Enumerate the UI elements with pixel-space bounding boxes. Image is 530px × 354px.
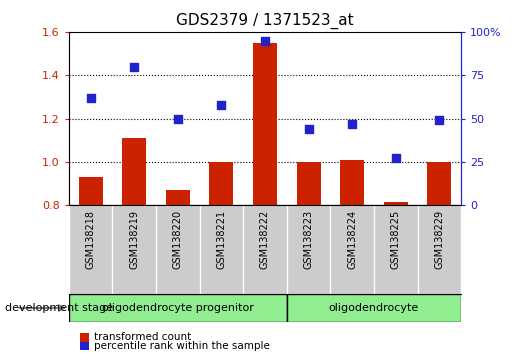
Bar (79, 177, 103, 205)
Point (217, 102, 226, 108)
Bar (253, 43, 277, 205)
Bar (69, 294, 287, 322)
Bar (122, 138, 146, 205)
Bar (384, 202, 408, 205)
Text: GSM138219: GSM138219 (129, 210, 139, 269)
Bar (297, 162, 321, 205)
Bar (166, 190, 190, 205)
Bar (427, 162, 452, 205)
Text: oligodendrocyte progenitor: oligodendrocyte progenitor (102, 303, 254, 313)
Text: transformed count: transformed count (94, 332, 191, 342)
Text: percentile rank within the sample: percentile rank within the sample (94, 341, 270, 351)
Text: GSM138225: GSM138225 (391, 210, 401, 269)
Point (435, 118, 444, 123)
Bar (340, 160, 364, 205)
Title: GDS2379 / 1371523_at: GDS2379 / 1371523_at (176, 13, 354, 29)
Point (261, 38, 269, 43)
Text: GSM138220: GSM138220 (173, 210, 183, 269)
Point (392, 156, 400, 161)
Text: GSM138229: GSM138229 (434, 210, 444, 269)
Text: GSM138221: GSM138221 (216, 210, 226, 269)
Text: GSM138218: GSM138218 (86, 210, 96, 269)
Point (86, 95, 95, 101)
Text: development stage: development stage (5, 303, 113, 313)
Bar (209, 162, 233, 205)
Point (304, 126, 313, 132)
Point (174, 116, 182, 121)
Bar (287, 294, 461, 322)
Text: oligodendrocyte: oligodendrocyte (329, 303, 419, 313)
Text: GSM138222: GSM138222 (260, 210, 270, 269)
Point (348, 121, 356, 127)
Text: GSM138224: GSM138224 (347, 210, 357, 269)
Point (130, 64, 138, 69)
Text: GSM138223: GSM138223 (304, 210, 314, 269)
